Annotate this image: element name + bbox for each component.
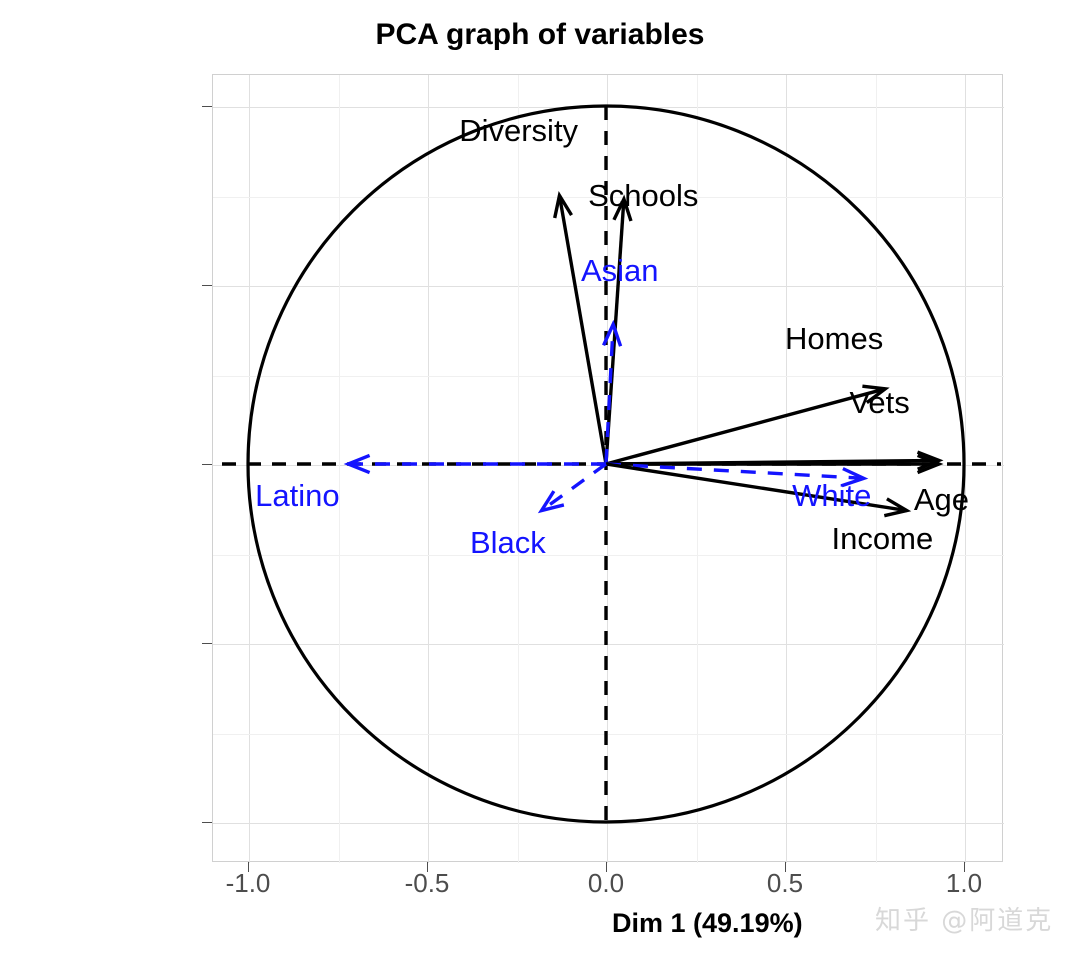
variable-label-age: Age xyxy=(913,481,970,517)
variable-label-black: Black xyxy=(469,524,546,560)
variable-label-diversity: Diversity xyxy=(459,113,579,149)
variable-label-income: Income xyxy=(831,521,934,557)
gridline-horizontal-minor xyxy=(213,733,1004,735)
variable-label-asian: Asian xyxy=(580,252,659,288)
gridline-horizontal-major xyxy=(213,465,1004,466)
x-tick-label: 1.0 xyxy=(945,868,983,898)
y-tick-mark xyxy=(202,822,212,823)
x-tick-mark xyxy=(248,862,249,872)
watermark: 知乎 @阿道克 xyxy=(875,906,1054,936)
page-title: PCA graph of variables xyxy=(375,18,705,51)
variable-label-white: White xyxy=(792,478,872,514)
y-tick-mark xyxy=(202,643,212,644)
gridline-vertical-major xyxy=(965,75,966,863)
y-tick-mark xyxy=(202,106,212,107)
gridline-horizontal-major xyxy=(213,823,1004,824)
variable-label-homes: Homes xyxy=(785,320,884,356)
gridline-vertical-major xyxy=(249,75,250,863)
gridline-vertical-minor xyxy=(517,75,519,863)
gridline-vertical-minor xyxy=(338,75,340,863)
x-tick-mark xyxy=(964,862,965,872)
x-tick-mark xyxy=(606,862,607,872)
x-tick-mark xyxy=(427,862,428,872)
gridline-horizontal-major xyxy=(213,644,1004,645)
gridline-horizontal-major xyxy=(213,107,1004,108)
x-tick-label: 0.5 xyxy=(766,868,804,898)
x-tick-mark xyxy=(785,862,786,872)
gridline-horizontal-minor xyxy=(213,375,1004,377)
variable-label-latino: Latino xyxy=(255,478,340,514)
variable-label-vets: Vets xyxy=(849,385,910,421)
x-tick-label: -1.0 xyxy=(225,868,271,898)
gridline-vertical-major xyxy=(786,75,787,863)
x-tick-label: 0.0 xyxy=(587,868,625,898)
gridline-vertical-minor xyxy=(875,75,877,863)
x-axis-title: Dim 1 (49.19%) xyxy=(612,908,803,938)
variable-label-schools: Schools xyxy=(588,177,699,213)
y-tick-mark xyxy=(202,464,212,465)
gridline-vertical-major xyxy=(428,75,429,863)
x-tick-label: -0.5 xyxy=(404,868,450,898)
y-tick-mark xyxy=(202,285,212,286)
